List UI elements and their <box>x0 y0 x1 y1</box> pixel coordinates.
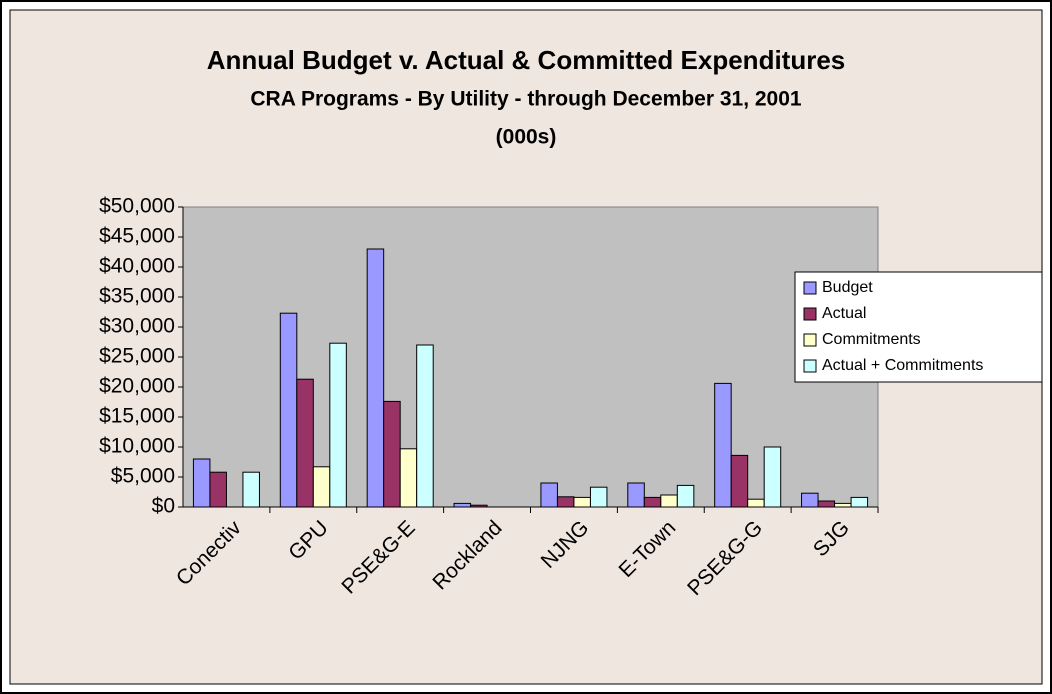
y-tick-label: $0 <box>152 495 175 518</box>
bar <box>747 498 765 508</box>
y-tick-label: $5,000 <box>111 465 175 488</box>
unit-note: (000s) <box>496 126 557 149</box>
bar <box>416 344 434 508</box>
bar <box>192 458 211 508</box>
chart-title: Annual Budget v. Actual & Committed Expe… <box>207 45 846 75</box>
bar <box>383 400 401 508</box>
legend-swatch <box>803 281 817 295</box>
bar <box>242 471 260 508</box>
bar <box>296 378 314 508</box>
bar <box>714 382 732 508</box>
y-tick-label: $45,000 <box>99 225 175 248</box>
y-tick-label: $35,000 <box>99 285 175 308</box>
bar <box>453 502 472 508</box>
bar <box>730 454 749 508</box>
legend-label: Budget <box>822 279 873 296</box>
y-tick-label: $40,000 <box>99 255 175 278</box>
bar <box>279 312 298 508</box>
bar <box>470 504 488 508</box>
legend-label: Actual <box>822 305 866 322</box>
legend-swatch <box>803 359 817 373</box>
bar <box>556 496 575 508</box>
y-tick-label: $15,000 <box>99 405 175 428</box>
bar <box>643 496 662 508</box>
bar <box>589 486 608 508</box>
bar <box>850 496 869 508</box>
y-tick-label: $30,000 <box>99 315 175 338</box>
legend-label: Commitments <box>822 331 921 348</box>
bar <box>627 482 645 508</box>
bar <box>676 484 695 508</box>
chart-subtitle: CRA Programs - By Utility - through Dece… <box>250 88 802 111</box>
y-tick-label: $50,000 <box>99 195 175 218</box>
legend <box>794 271 1043 383</box>
bar <box>573 496 591 508</box>
y-tick-label: $20,000 <box>99 375 175 398</box>
bar <box>399 448 418 508</box>
legend-label: Actual + Commitments <box>822 357 983 374</box>
bar <box>329 342 347 508</box>
bar <box>312 466 331 508</box>
bar <box>763 446 782 508</box>
y-tick-label: $10,000 <box>99 435 175 458</box>
bar <box>660 494 678 508</box>
bar <box>209 471 227 508</box>
legend-swatch <box>803 307 817 321</box>
bar <box>801 492 819 508</box>
legend-swatch <box>803 333 817 347</box>
bar <box>540 482 558 508</box>
bar <box>817 500 836 508</box>
bar <box>366 248 385 508</box>
y-tick-label: $25,000 <box>99 345 175 368</box>
bar <box>834 502 852 508</box>
